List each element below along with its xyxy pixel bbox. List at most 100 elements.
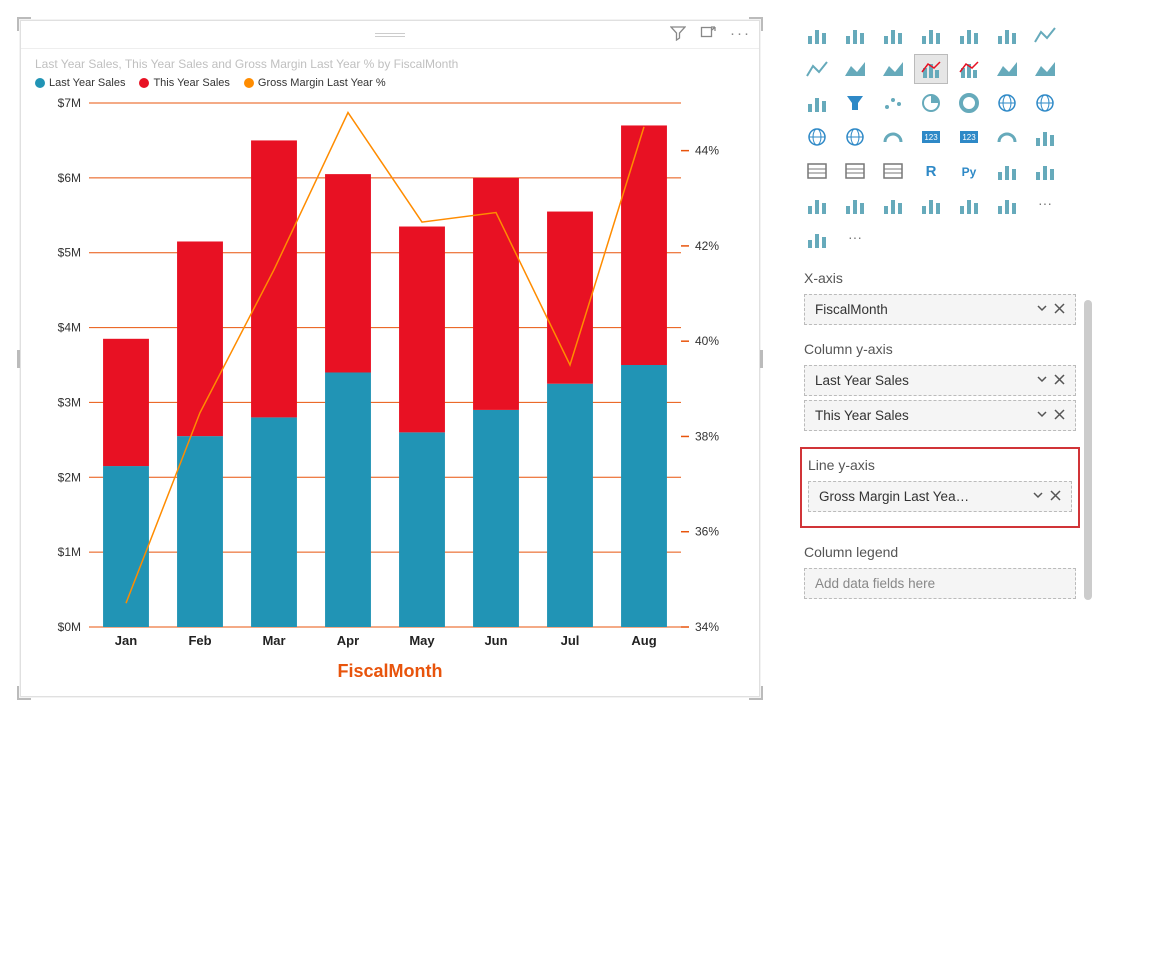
viz-type-more[interactable]: ··· <box>838 224 872 254</box>
viz-type-more-visuals[interactable]: ··· <box>1028 190 1062 220</box>
viz-type-arcgis[interactable] <box>800 224 834 254</box>
column-legend-placeholder: Add data fields here <box>815 576 935 591</box>
panel-scrollbar[interactable] <box>1084 300 1092 697</box>
viz-type-multi-row-card[interactable]: 123 <box>952 122 986 152</box>
viz-type-table[interactable] <box>838 156 872 186</box>
chart-plot-area: $0M$1M$2M$3M$4M$5M$6M$7M34%36%38%40%42%4… <box>35 95 735 655</box>
svg-text:···: ··· <box>1038 195 1052 211</box>
filter-icon[interactable] <box>670 25 686 45</box>
viz-type-funnel[interactable] <box>838 88 872 118</box>
viz-type-metrics[interactable] <box>914 190 948 220</box>
viz-type-gauge[interactable] <box>876 122 910 152</box>
viz-type-stacked-bar[interactable] <box>800 20 834 50</box>
viz-type-donut[interactable] <box>952 88 986 118</box>
panel-scroll-thumb[interactable] <box>1084 300 1092 600</box>
viz-type-card[interactable]: 123 <box>914 122 948 152</box>
legend-item[interactable]: Gross Margin Last Year % <box>244 77 386 89</box>
viz-type-table-filter[interactable] <box>800 156 834 186</box>
viz-type-kpi[interactable] <box>990 122 1024 152</box>
remove-field-icon[interactable] <box>1054 302 1065 317</box>
viz-type-stacked-bar-100[interactable] <box>876 20 910 50</box>
viz-type-line[interactable] <box>1028 20 1062 50</box>
viz-type-map[interactable] <box>1028 88 1062 118</box>
viz-type-decomposition[interactable] <box>1028 156 1062 186</box>
viz-type-qna[interactable] <box>800 190 834 220</box>
legend-item[interactable]: Last Year Sales <box>35 77 125 89</box>
svg-text:$3M: $3M <box>58 395 81 409</box>
viz-type-line-stacked-column[interactable] <box>952 54 986 84</box>
svg-text:$2M: $2M <box>58 470 81 484</box>
viz-type-scatter[interactable] <box>876 88 910 118</box>
legend-label: Last Year Sales <box>49 77 125 89</box>
column-legend-section: Column legend Add data fields here <box>800 544 1080 599</box>
more-options-icon[interactable]: ··· <box>730 25 751 45</box>
svg-text:123: 123 <box>924 133 938 142</box>
viz-type-power-automate[interactable] <box>990 190 1024 220</box>
column-legend-well-empty[interactable]: Add data fields here <box>804 568 1076 599</box>
viz-type-clustered-bar-horiz[interactable] <box>800 88 834 118</box>
viz-type-line-clustered-column[interactable] <box>914 54 948 84</box>
viz-type-grid: 123123RPy······ <box>800 20 1080 254</box>
viz-type-key-influencers[interactable] <box>990 156 1024 186</box>
viz-type-slicer[interactable] <box>1028 122 1062 152</box>
chart-visual-card[interactable]: ··· Last Year Sales, This Year Sales and… <box>20 20 760 697</box>
svg-text:Py: Py <box>962 165 977 179</box>
viz-type-ribbon[interactable] <box>990 54 1024 84</box>
chevron-down-icon[interactable] <box>1032 489 1044 504</box>
legend-swatch-icon <box>139 78 149 88</box>
viz-type-stacked-column-100[interactable] <box>990 20 1024 50</box>
svg-text:Mar: Mar <box>262 633 285 648</box>
legend-swatch-icon <box>35 78 45 88</box>
remove-field-icon[interactable] <box>1054 408 1065 423</box>
svg-text:34%: 34% <box>695 620 719 634</box>
svg-text:$5M: $5M <box>58 246 81 260</box>
chevron-down-icon[interactable] <box>1036 373 1048 388</box>
viz-type-pie[interactable] <box>914 88 948 118</box>
x-axis-well[interactable]: FiscalMonth <box>804 294 1076 325</box>
resize-handle-mr[interactable] <box>760 350 763 368</box>
viz-type-paginated[interactable] <box>876 190 910 220</box>
chart-toolbar: ··· <box>21 21 759 49</box>
column-y-well[interactable]: Last Year Sales <box>804 365 1076 396</box>
svg-text:$4M: $4M <box>58 321 81 335</box>
svg-text:May: May <box>409 633 435 648</box>
svg-text:40%: 40% <box>695 334 719 348</box>
chevron-down-icon[interactable] <box>1036 302 1048 317</box>
viz-type-stacked-column[interactable] <box>952 20 986 50</box>
viz-type-smart-narrative[interactable] <box>838 190 872 220</box>
viz-type-line-chart[interactable] <box>800 54 834 84</box>
viz-type-python-visual[interactable]: Py <box>952 156 986 186</box>
line-y-well[interactable]: Gross Margin Last Yea… <box>808 481 1072 512</box>
viz-type-matrix[interactable] <box>876 156 910 186</box>
svg-text:$1M: $1M <box>58 545 81 559</box>
viz-type-waterfall[interactable] <box>1028 54 1062 84</box>
resize-handle-br[interactable] <box>749 686 763 700</box>
viz-type-filled-map[interactable] <box>838 122 872 152</box>
x-axis-section-title: X-axis <box>804 270 1076 286</box>
svg-text:36%: 36% <box>695 525 719 539</box>
focus-mode-icon[interactable] <box>700 25 716 45</box>
x-axis-title: FiscalMonth <box>35 661 745 682</box>
svg-text:$0M: $0M <box>58 620 81 634</box>
resize-handle-bl[interactable] <box>17 686 31 700</box>
viz-type-power-apps[interactable] <box>952 190 986 220</box>
viz-type-r-visual[interactable]: R <box>914 156 948 186</box>
field-name: Last Year Sales <box>815 373 909 388</box>
viz-type-treemap[interactable] <box>990 88 1024 118</box>
viz-type-globe[interactable] <box>800 122 834 152</box>
remove-field-icon[interactable] <box>1054 373 1065 388</box>
svg-text:42%: 42% <box>695 239 719 253</box>
chart-title: Last Year Sales, This Year Sales and Gro… <box>35 57 745 71</box>
viz-type-stacked-area[interactable] <box>876 54 910 84</box>
remove-field-icon[interactable] <box>1050 489 1061 504</box>
legend-item[interactable]: This Year Sales <box>139 77 229 89</box>
viz-type-area[interactable] <box>838 54 872 84</box>
line-y-axis-section-title: Line y-axis <box>808 457 1072 473</box>
viz-type-clustered-bar[interactable] <box>838 20 872 50</box>
svg-text:44%: 44% <box>695 144 719 158</box>
column-y-well[interactable]: This Year Sales <box>804 400 1076 431</box>
resize-handle-ml[interactable] <box>17 350 20 368</box>
drag-grip-icon[interactable] <box>375 33 405 37</box>
viz-type-clustered-column[interactable] <box>914 20 948 50</box>
chevron-down-icon[interactable] <box>1036 408 1048 423</box>
